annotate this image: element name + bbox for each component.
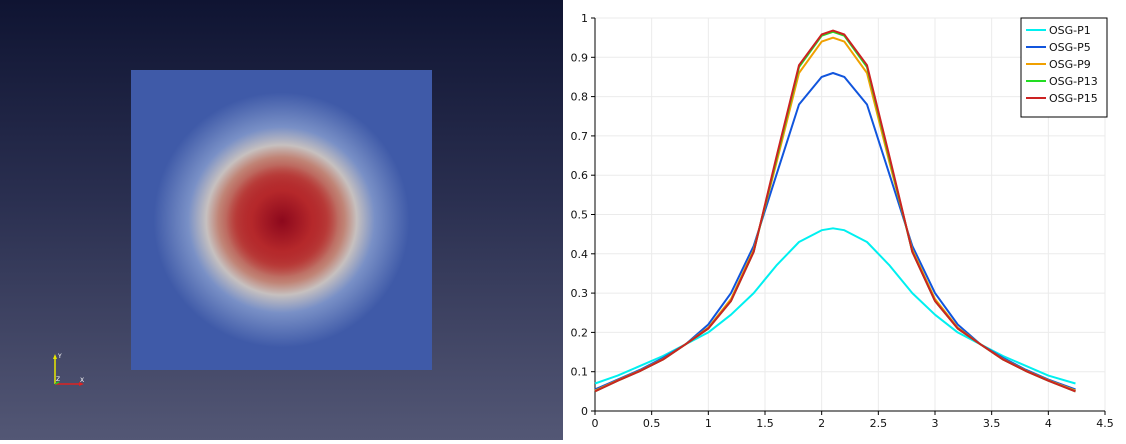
x-axis-label: X <box>80 377 84 384</box>
x-tick-label: 4 <box>1045 417 1052 430</box>
render-view-3d[interactable]: Y Z X <box>0 0 563 440</box>
chart-grid <box>594 17 1106 412</box>
y-tick-label: 0.5 <box>571 209 589 222</box>
x-tick-label: 2.5 <box>870 417 888 430</box>
chart-series <box>594 29 1076 393</box>
x-tick-label: 2 <box>818 417 825 430</box>
series-line-osg-p5 <box>594 72 1076 391</box>
orientation-axes-triad: Y Z X <box>53 353 84 386</box>
x-tick-label: 3.5 <box>983 417 1001 430</box>
y-tick-label: 0.3 <box>571 287 589 300</box>
series-line-osg-p13 <box>594 30 1076 393</box>
y-tick-label: 0.8 <box>571 91 589 104</box>
legend-box <box>1020 17 1108 118</box>
chart-legend[interactable]: OSG-P1 OSG-P5 OSG-P9 OSG-P13 OSG-P15 <box>1020 17 1108 118</box>
series-line-osg-p15 <box>594 29 1076 393</box>
legend-label: OSG-P9 <box>1049 58 1091 71</box>
z-axis-label: Z <box>56 376 60 383</box>
y-tick-label: 0.1 <box>571 366 589 379</box>
y-tick-label: 0.9 <box>571 51 589 64</box>
y-tick-label: 0.7 <box>571 130 589 143</box>
y-tick-label: 0.6 <box>571 169 589 182</box>
legend-label: OSG-P1 <box>1049 24 1091 37</box>
y-axis-label: Y <box>57 353 62 360</box>
legend-label: OSG-P13 <box>1049 75 1098 88</box>
scalar-field-plot[interactable] <box>131 70 432 370</box>
x-tick-label: 3 <box>932 417 939 430</box>
x-tick-label: 0.5 <box>643 417 661 430</box>
y-tick-label: 0.4 <box>571 248 589 261</box>
y-tick-label: 0.2 <box>571 326 589 339</box>
legend-label: OSG-P5 <box>1049 41 1091 54</box>
x-tick-label: 1.5 <box>756 417 774 430</box>
line-chart-view[interactable]: 0 0.1 0.2 0.3 0.4 0.5 0.6 0.7 0.8 0.9 1 0 0.5 1 1.5 2 2.… <box>563 0 1126 440</box>
x-tick-label: 4.5 <box>1096 417 1114 430</box>
z-axis-arrow <box>54 381 60 385</box>
line-chart[interactable]: 0 0.1 0.2 0.3 0.4 0.5 0.6 0.7 0.8 0.9 1 0 0.5 1 1.5 2 2.… <box>563 0 1126 440</box>
legend-label: OSG-P15 <box>1049 92 1098 105</box>
x-axis-arrowhead <box>79 382 84 386</box>
x-tick-label: 0 <box>592 417 599 430</box>
y-tick-label: 1 <box>581 12 588 25</box>
y-tick-label: 0 <box>581 405 588 418</box>
chart-axes: 0 0.1 0.2 0.3 0.4 0.5 0.6 0.7 0.8 0.9 1 0 0.5 1 1.5 2 2.… <box>571 12 1114 430</box>
y-axis-arrowhead <box>53 354 57 359</box>
x-tick-label: 1 <box>705 417 712 430</box>
